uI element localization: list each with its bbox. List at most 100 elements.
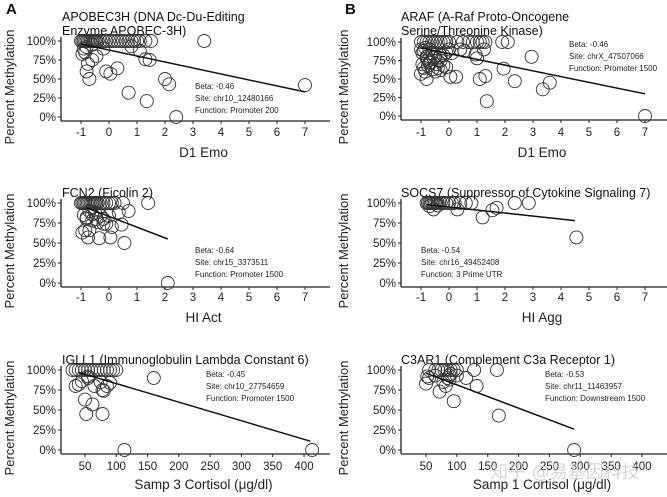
data-point bbox=[81, 230, 95, 245]
x-tick-label: 100 bbox=[447, 461, 466, 473]
x-tick-label: 5 bbox=[246, 292, 252, 304]
x-axis-label: Samp 1 Cortisol (μg/dl) bbox=[473, 477, 611, 492]
y-tick-label: 25% bbox=[33, 425, 56, 437]
data-point bbox=[521, 196, 536, 210]
data-point bbox=[475, 35, 490, 49]
data-point bbox=[139, 94, 154, 108]
data-point bbox=[71, 363, 86, 377]
data-point bbox=[479, 94, 494, 109]
stats-annotation: Beta: -0.45 bbox=[206, 370, 246, 379]
x-tick-label: 0 bbox=[106, 292, 112, 304]
data-point bbox=[96, 41, 111, 56]
data-point bbox=[475, 210, 490, 225]
data-point bbox=[116, 196, 130, 210]
y-tick-label: 75% bbox=[33, 385, 56, 397]
x-tick-label: 100 bbox=[107, 461, 126, 473]
y-tick-label: 100% bbox=[367, 365, 396, 377]
scatter-panel-2: ARAF (A-Raf Proto-OncogeneSerine/Threoni… bbox=[336, 10, 667, 160]
x-tick-label: 300 bbox=[571, 461, 590, 473]
data-point bbox=[116, 34, 130, 48]
data-point bbox=[107, 34, 122, 48]
x-tick-label: 5 bbox=[586, 292, 592, 304]
x-tick-label: 50 bbox=[420, 461, 433, 473]
scatter-panel-3: FCN2 (Ficolin 2)0%25%50%75%100%-1 0 1 2 3 4 5 6… bbox=[2, 186, 330, 325]
data-point bbox=[542, 75, 557, 90]
data-point bbox=[75, 225, 90, 240]
data-point bbox=[430, 35, 445, 49]
y-tick-label: 100% bbox=[27, 36, 56, 48]
data-point bbox=[443, 367, 458, 381]
data-point bbox=[438, 379, 453, 393]
y-tick-label: 75% bbox=[373, 218, 396, 230]
scatter-panel-4: SOCS7 (Suppressor of Cytokine Signaling … bbox=[336, 186, 667, 325]
x-tick-label: 6 bbox=[274, 292, 280, 304]
data-point bbox=[109, 363, 124, 377]
data-point bbox=[489, 200, 504, 215]
data-point bbox=[472, 35, 487, 49]
data-point bbox=[421, 58, 435, 73]
data-point bbox=[507, 74, 522, 89]
data-point bbox=[169, 110, 184, 124]
scatter-panel-5: IGLL1 (Immunoglobulin Lambda Constant 6)… bbox=[2, 353, 330, 492]
data-point bbox=[414, 66, 428, 81]
stats-annotation: Beta: -0.46 bbox=[195, 82, 235, 91]
chart-title: APOBEC3H (DNA Dc-Du-Editing bbox=[62, 10, 245, 24]
y-tick-label: 0% bbox=[39, 112, 56, 124]
x-tick-label: 2 bbox=[162, 292, 168, 304]
data-point bbox=[439, 35, 454, 49]
data-point bbox=[146, 371, 161, 385]
y-tick-label: 75% bbox=[373, 385, 396, 397]
x-tick-label: 4 bbox=[558, 292, 565, 304]
x-tick-label: 6 bbox=[614, 292, 620, 304]
data-point bbox=[132, 43, 147, 58]
x-tick-label: 5 bbox=[586, 127, 592, 139]
regression-line bbox=[426, 203, 576, 222]
data-point bbox=[419, 51, 434, 66]
data-point bbox=[99, 363, 114, 377]
data-point bbox=[426, 51, 441, 66]
data-point bbox=[449, 69, 463, 84]
chart-title: ARAF (A-Raf Proto-Oncogene bbox=[401, 10, 569, 24]
data-point bbox=[85, 207, 100, 222]
x-tick-label: 350 bbox=[263, 461, 282, 473]
data-point bbox=[141, 196, 156, 210]
data-point bbox=[477, 42, 491, 57]
data-point bbox=[82, 72, 97, 86]
x-tick-label: 2 bbox=[162, 127, 168, 139]
x-tick-label: 0 bbox=[446, 292, 452, 304]
x-axis-label: D1 Emo bbox=[179, 145, 228, 160]
data-point bbox=[442, 35, 456, 49]
x-tick-label: 7 bbox=[302, 127, 308, 139]
data-point bbox=[107, 196, 122, 210]
y-axis-label: Percent Methylation bbox=[336, 194, 351, 309]
chart-title: Serine/Threonine Kinase) bbox=[401, 24, 543, 38]
data-point bbox=[490, 363, 504, 377]
data-point bbox=[496, 61, 511, 76]
data-point bbox=[478, 69, 493, 83]
y-axis-label: Percent Methylation bbox=[2, 194, 17, 309]
x-tick-label: 3 bbox=[530, 292, 536, 304]
x-tick-label: 150 bbox=[478, 461, 497, 473]
data-point bbox=[569, 230, 584, 245]
data-point bbox=[467, 363, 482, 377]
y-axis-label: Percent Methylation bbox=[336, 30, 351, 145]
y-tick-label: 100% bbox=[27, 198, 56, 210]
y-tick-label: 0% bbox=[39, 445, 56, 457]
data-point bbox=[430, 60, 445, 75]
data-point bbox=[197, 34, 212, 48]
y-tick-label: 25% bbox=[373, 93, 396, 105]
data-point bbox=[103, 230, 118, 245]
data-point bbox=[106, 363, 121, 377]
data-point bbox=[447, 196, 462, 210]
stats-annotation: Beta: -0.64 bbox=[195, 246, 235, 255]
watermark: 知乎 @易基因科技 bbox=[490, 462, 640, 483]
y-tick-label: 75% bbox=[33, 218, 56, 230]
data-point bbox=[104, 220, 119, 234]
data-point bbox=[144, 34, 158, 48]
data-point bbox=[110, 34, 125, 48]
stats-annotation: Site: chr15_3373511 bbox=[195, 258, 269, 267]
x-tick-label: 7 bbox=[642, 292, 648, 304]
x-tick-label: 200 bbox=[169, 461, 188, 473]
data-point bbox=[160, 276, 175, 290]
